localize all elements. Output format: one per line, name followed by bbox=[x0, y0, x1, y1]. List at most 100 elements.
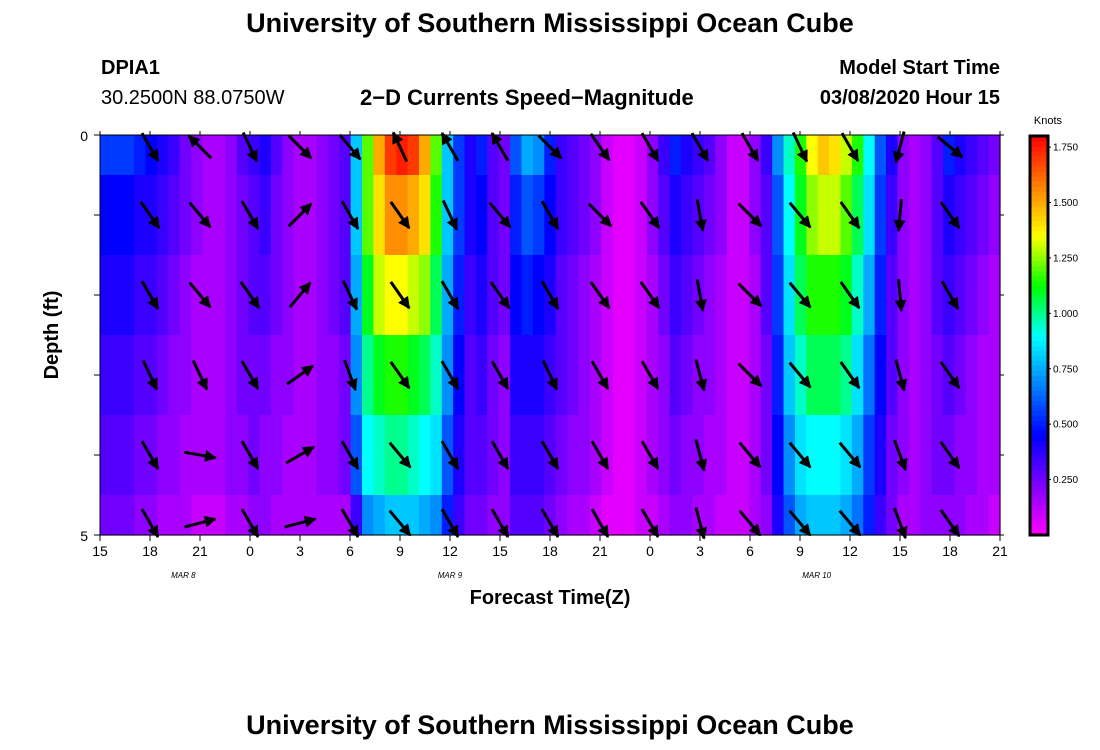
speed-cell bbox=[532, 495, 545, 536]
speed-cell bbox=[897, 335, 910, 416]
speed-cell bbox=[908, 255, 921, 336]
station-id: DPIA1 bbox=[101, 57, 160, 79]
current-vector bbox=[240, 508, 260, 538]
speed-cell bbox=[681, 495, 693, 536]
speed-cell bbox=[988, 255, 1001, 336]
colorbar-segment bbox=[1030, 350, 1048, 357]
current-vector bbox=[490, 360, 510, 390]
speed-cell bbox=[863, 255, 876, 336]
speed-cell bbox=[863, 175, 876, 256]
speed-cell bbox=[624, 335, 637, 416]
speed-cell bbox=[430, 495, 443, 536]
colorbar-segment bbox=[1030, 490, 1048, 496]
speed-cell bbox=[248, 415, 261, 496]
speed-cell bbox=[134, 255, 147, 336]
speed-cell bbox=[305, 495, 318, 536]
speed-cell bbox=[578, 495, 591, 536]
speed-cell bbox=[817, 175, 830, 256]
current-vector bbox=[488, 201, 512, 229]
speed-cell bbox=[384, 415, 397, 496]
speed-cell bbox=[270, 335, 283, 416]
current-vector bbox=[788, 281, 812, 309]
speed-cell bbox=[897, 495, 910, 536]
speed-cell bbox=[202, 495, 215, 536]
colorbar-segment bbox=[1030, 265, 1048, 272]
speed-cell bbox=[510, 415, 523, 496]
colorbar-segment bbox=[1030, 395, 1048, 401]
speed-cell bbox=[179, 335, 192, 416]
speed-cell bbox=[737, 335, 750, 416]
speed-cell bbox=[213, 335, 226, 416]
speed-cell bbox=[156, 175, 169, 256]
speed-cell bbox=[840, 335, 853, 416]
current-vector bbox=[140, 508, 160, 538]
speed-cell bbox=[874, 255, 887, 336]
speed-cell bbox=[737, 175, 750, 256]
speed-cell bbox=[806, 335, 819, 416]
speed-cell bbox=[840, 495, 853, 536]
speed-cell bbox=[715, 495, 728, 536]
speed-cell bbox=[111, 335, 124, 416]
speed-cell bbox=[840, 255, 853, 336]
speed-cell bbox=[430, 415, 443, 496]
speed-cell bbox=[441, 415, 454, 496]
colorbar-segment bbox=[1030, 205, 1048, 212]
colorbar-unit: Knots bbox=[1034, 115, 1063, 127]
speed-cell bbox=[202, 255, 215, 336]
speed-cell bbox=[487, 255, 500, 336]
speed-heatmap bbox=[100, 135, 1001, 536]
speed-cell bbox=[726, 255, 739, 336]
speed-cell bbox=[624, 415, 637, 496]
speed-cell bbox=[658, 135, 671, 176]
current-vector bbox=[838, 509, 862, 537]
speed-cell bbox=[794, 495, 807, 536]
speed-cell bbox=[886, 255, 899, 336]
speed-cell bbox=[886, 415, 899, 496]
colorbar-segment bbox=[1030, 310, 1048, 317]
speed-cell bbox=[236, 415, 249, 496]
speed-cell bbox=[453, 415, 466, 496]
speed-cell bbox=[464, 495, 477, 536]
speed-cell bbox=[225, 335, 238, 416]
speed-cell bbox=[384, 135, 397, 176]
current-vector bbox=[894, 359, 908, 392]
date-label: MAR 9 bbox=[438, 571, 463, 580]
speed-cell bbox=[578, 135, 591, 176]
colorbar-segment bbox=[1030, 200, 1048, 207]
speed-cell bbox=[737, 255, 750, 336]
current-vector bbox=[141, 359, 159, 391]
colorbar-segment bbox=[1030, 150, 1048, 157]
colorbar-segment bbox=[1030, 480, 1048, 486]
speed-cell bbox=[567, 495, 580, 536]
speed-cell bbox=[464, 255, 477, 336]
speed-cell bbox=[453, 175, 466, 256]
speed-cell bbox=[270, 135, 283, 176]
speed-cell bbox=[658, 495, 671, 536]
speed-cell bbox=[384, 495, 397, 536]
speed-cell bbox=[384, 255, 397, 336]
speed-cell bbox=[179, 255, 192, 336]
speed-cell bbox=[624, 495, 637, 536]
speed-cell bbox=[350, 255, 363, 336]
speed-cell bbox=[715, 255, 728, 336]
colorbar-segment bbox=[1030, 335, 1048, 342]
speed-cell bbox=[236, 135, 249, 176]
colorbar-frame bbox=[1028, 134, 1050, 537]
speed-cell bbox=[510, 335, 523, 416]
speed-cell bbox=[350, 495, 363, 536]
speed-cell bbox=[908, 415, 921, 496]
speed-cell bbox=[145, 495, 158, 536]
speed-cell bbox=[601, 495, 614, 536]
colorbar-tick-label: 1.000 bbox=[1053, 309, 1078, 320]
speed-cell bbox=[669, 415, 682, 496]
speed-cell bbox=[692, 415, 705, 496]
speed-cell bbox=[612, 335, 625, 416]
current-vector bbox=[737, 282, 763, 308]
current-vector bbox=[589, 281, 611, 310]
speed-cell bbox=[122, 175, 135, 256]
axes: 15 18 21 0 3 6 9 12 15 18 21 0 3 6 9 12 15 18 21 MAR 8 MAR 9… bbox=[80, 128, 1008, 580]
speed-cell bbox=[168, 175, 181, 256]
model-start-label: Model Start Time bbox=[839, 57, 1000, 79]
speed-cell bbox=[601, 255, 614, 336]
current-vector bbox=[188, 281, 212, 309]
